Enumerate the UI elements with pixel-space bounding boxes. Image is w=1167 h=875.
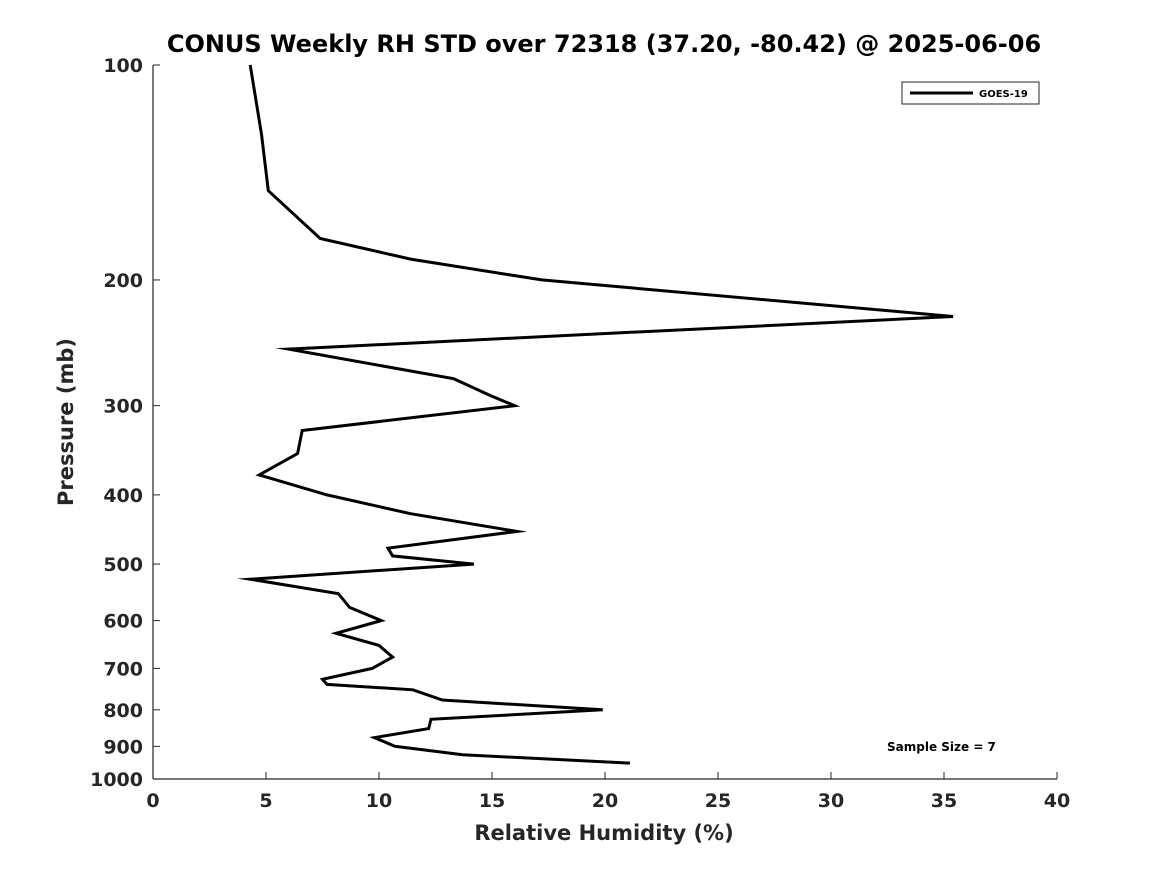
- chart-title: CONUS Weekly RH STD over 72318 (37.20, -…: [167, 30, 1041, 58]
- x-tick-label: 15: [479, 790, 505, 812]
- x-axis-ticks: 0 5 10 15 20 25 30 35 40: [146, 772, 1070, 812]
- y-axis-ticks: 100 200 300 400 500 600 700 800 900 1000: [90, 55, 160, 791]
- series-layer: [237, 64, 954, 765]
- x-tick-label: 25: [705, 790, 731, 812]
- y-axis-label: Pressure (mb): [54, 338, 78, 506]
- x-axis-label: Relative Humidity (%): [474, 821, 733, 845]
- y-tick-label: 400: [103, 485, 143, 507]
- y-tick-label: 300: [103, 396, 143, 418]
- y-tick-label: 100: [103, 55, 143, 77]
- y-tick-label: 700: [103, 658, 143, 680]
- x-tick-label: 30: [818, 790, 844, 812]
- y-tick-label: 600: [103, 611, 143, 633]
- x-tick-label: 40: [1044, 790, 1070, 812]
- y-tick-label: 200: [103, 270, 143, 292]
- y-tick-label: 900: [103, 736, 143, 758]
- y-tick-label: 800: [103, 700, 143, 722]
- legend-label-goes-19: GOES-19: [979, 89, 1028, 100]
- x-tick-label: 10: [366, 790, 392, 812]
- x-tick-label: 5: [259, 790, 272, 812]
- sample-size-annotation: Sample Size = 7: [887, 740, 996, 754]
- legend: GOES-19: [901, 81, 1040, 105]
- x-tick-label: 0: [146, 790, 159, 812]
- series-line-goes-19: [237, 64, 954, 765]
- x-tick-label: 20: [592, 790, 618, 812]
- x-tick-label: 35: [931, 790, 957, 812]
- y-tick-label: 500: [103, 554, 143, 576]
- y-tick-label: 1000: [90, 769, 143, 791]
